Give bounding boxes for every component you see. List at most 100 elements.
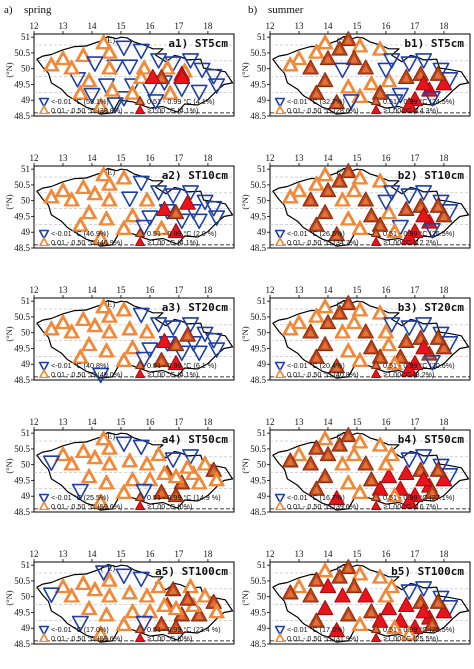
y-tick-label: 51 [21, 164, 30, 174]
x-tick-label: 15 [352, 21, 362, 31]
station-marker [190, 213, 208, 230]
station-marker-hole [356, 621, 364, 629]
station-marker [383, 317, 401, 333]
station-marker-hole [321, 342, 329, 349]
station-marker-hole [172, 473, 180, 481]
station-marker [190, 345, 208, 362]
legend-marker-low-hole [277, 108, 283, 113]
y-tick-label: 50 [257, 328, 267, 338]
station-marker-hole [367, 477, 376, 484]
y-tick-label: 51 [257, 428, 266, 438]
station-marker-hole [390, 360, 399, 368]
y-tick-label: 49 [257, 95, 267, 105]
station-marker-hole [344, 565, 352, 572]
station-marker-hole [376, 178, 384, 186]
station-marker [328, 622, 345, 638]
station-marker [92, 367, 110, 384]
panel-title: b2) ST10cm [398, 169, 465, 182]
x-tick-label: 12 [30, 549, 39, 559]
panel-title: a2) ST10cm [162, 169, 229, 182]
station-marker [415, 75, 432, 91]
x-tick-label: 18 [203, 153, 213, 163]
x-unit-label: (°E) [101, 299, 115, 309]
station-marker [415, 449, 433, 465]
station-marker-hole [178, 480, 186, 488]
station-marker-hole [59, 55, 67, 63]
station-marker [121, 191, 139, 207]
station-marker-hole [91, 191, 99, 199]
y-tick-label: 49 [257, 491, 267, 501]
station-marker-hole [163, 65, 172, 73]
station-marker [400, 493, 418, 509]
y-tick-label: 48.5 [14, 111, 30, 121]
y-tick-label: 51 [257, 32, 266, 42]
station-marker-hole [143, 197, 151, 205]
panel-title: a4) ST50cm [162, 433, 229, 446]
station-marker [400, 361, 418, 377]
station-marker-hole [312, 222, 321, 230]
legend-marker-low-hole [41, 504, 47, 509]
legend-label-high: >1.00 °C (8.2%) [383, 370, 434, 379]
station-marker-hole [321, 436, 329, 444]
station-marker-hole [85, 341, 93, 349]
x-tick-label: 13 [58, 21, 68, 31]
y-tick-label: 50.5 [14, 312, 30, 322]
legend-marker-mid-hole [137, 363, 143, 368]
station-marker [334, 587, 351, 603]
y-unit-label: (°N) [4, 194, 14, 209]
x-tick-label: 15 [116, 153, 126, 163]
legend-marker-mid-hole [373, 231, 379, 236]
station-marker [86, 56, 104, 72]
station-marker-hole [47, 326, 56, 334]
station-marker [400, 584, 418, 600]
legend-label-high: >1.00 °C (0%) [147, 634, 192, 643]
station-marker [205, 332, 223, 349]
y-tick-label: 48.5 [14, 375, 30, 385]
y-tick-label: 48.5 [14, 243, 30, 253]
legend-label-neg: <-0.01 °C (17.0%) [287, 625, 345, 634]
legend-label-neg: <-0.01 °C (32.7%) [287, 97, 345, 106]
legend-label-low: 0.01 - 0.50 °C (28.6%) [287, 106, 359, 115]
station-marker-hole [189, 602, 198, 610]
station-marker-hole [120, 225, 128, 233]
station-marker [383, 53, 401, 69]
station-marker-hole [120, 621, 128, 629]
station-marker-hole [183, 332, 192, 340]
y-tick-label: 50 [257, 592, 267, 602]
station-marker-hole [338, 329, 347, 337]
station-marker-hole [390, 228, 399, 236]
y-unit-label: (°N) [4, 590, 14, 605]
station-marker-hole [356, 307, 364, 315]
y-tick-label: 49 [21, 227, 31, 237]
legend-label-high: >1.00 °C (0%) [147, 502, 192, 511]
station-marker [377, 194, 395, 211]
station-marker-hole [335, 178, 344, 186]
x-tick-label: 13 [294, 285, 304, 295]
station-marker-hole [344, 480, 353, 488]
legend-marker-high [371, 104, 381, 115]
legend-label-mid: 0.51 - 0.99 °C (2.0 %) [147, 229, 217, 238]
station-marker [397, 464, 415, 481]
y-tick-label: 50.5 [14, 180, 30, 190]
station-marker-hole [382, 329, 390, 337]
legend-label-low: 0.01 - 0.50 °C (59.6%) [51, 502, 123, 511]
legend-marker-high [135, 236, 145, 247]
station-marker [179, 194, 196, 210]
station-marker-hole [367, 213, 376, 220]
panel-a2: 12 13 14 15 16 17 18 (°E) 51 50.5 50 49.5 49 48.5 (°N)… [4, 153, 235, 253]
station-marker-hole [385, 77, 393, 85]
station-marker-hole [417, 467, 425, 475]
y-tick-label: 51 [21, 560, 30, 570]
station-marker-hole [335, 442, 344, 450]
y-tick-label: 48.5 [250, 375, 266, 385]
station-marker [132, 43, 150, 60]
station-marker [380, 600, 398, 616]
legend-marker-high [371, 368, 381, 379]
legend-label-low: 0.01 - 0.50 °C (39.6%) [287, 502, 359, 511]
station-marker-hole [376, 46, 384, 54]
legend-marker-high [135, 368, 145, 379]
station-marker-hole [157, 489, 166, 497]
y-tick-label: 50 [21, 592, 31, 602]
station-marker-hole [67, 461, 76, 469]
legend-label-neg: <-0.01 °C (25.5%) [51, 493, 109, 502]
